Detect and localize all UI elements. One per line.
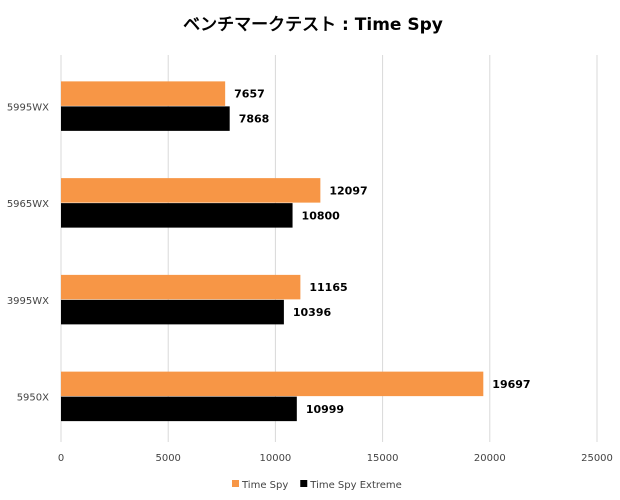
legend: Time Spy Time Spy Extreme bbox=[232, 480, 402, 491]
legend-label: Time Spy bbox=[241, 480, 288, 491]
x-tick-labels: 0 5000 10000 15000 20000 25000 bbox=[58, 453, 613, 464]
bar bbox=[61, 274, 301, 300]
x-tick-label: 5000 bbox=[155, 453, 180, 464]
data-label: 11165 bbox=[309, 281, 347, 294]
data-label: 10800 bbox=[302, 209, 341, 222]
x-tick-label: 15000 bbox=[367, 453, 399, 464]
category-label: 5995WX bbox=[7, 102, 49, 113]
bar bbox=[61, 178, 321, 203]
bar bbox=[61, 106, 230, 131]
data-label: 10999 bbox=[306, 403, 344, 416]
x-tick-label: 0 bbox=[58, 453, 64, 464]
data-label: 19697 bbox=[492, 378, 530, 391]
x-tick-label: 25000 bbox=[581, 453, 613, 464]
bar bbox=[61, 396, 297, 422]
bar bbox=[61, 203, 293, 228]
bar bbox=[61, 371, 484, 397]
x-tick-label: 20000 bbox=[474, 453, 506, 464]
bars-group bbox=[61, 81, 484, 422]
bar bbox=[61, 81, 226, 106]
category-labels: 5995WX 5965WX 3995WX 5950X bbox=[7, 102, 49, 403]
x-tick-label: 10000 bbox=[259, 453, 291, 464]
category-label: 5965WX bbox=[7, 199, 49, 210]
legend-swatch bbox=[300, 480, 308, 487]
data-labels: 7657 7868 12097 10800 11165 10396 19697 10999 bbox=[234, 88, 530, 416]
legend-swatch bbox=[232, 480, 239, 487]
data-label: 7657 bbox=[234, 88, 265, 101]
legend-label: Time Spy Extreme bbox=[309, 480, 402, 491]
category-label: 3995WX bbox=[7, 296, 49, 307]
bar bbox=[61, 299, 284, 325]
data-label: 12097 bbox=[329, 184, 367, 197]
category-label: 5950X bbox=[17, 393, 49, 404]
data-label: 10396 bbox=[293, 306, 332, 319]
data-label: 7868 bbox=[239, 113, 270, 126]
chart-title: ベンチマークテスト : Time Spy bbox=[183, 15, 443, 35]
